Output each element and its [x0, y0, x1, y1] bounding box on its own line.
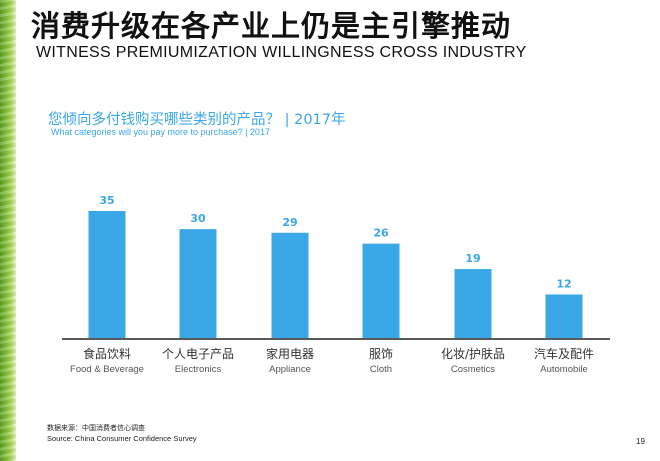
chart-subtitle-en: What categories will you pay more to pur… — [51, 127, 270, 137]
source-cn: 数据来源：中国消费者信心调查 — [47, 424, 145, 432]
category-label-cn-1: 食品饮料 — [83, 346, 131, 361]
bar-5 — [454, 269, 492, 338]
data-label-1: 35 — [99, 194, 114, 207]
category-label-cn-6: 汽车及配件 — [534, 346, 594, 361]
source-en: Source: China Consumer Confidence Survey — [47, 434, 197, 443]
category-label-en-3: Appliance — [269, 364, 311, 375]
category-label-en-1: Food & Beverage — [70, 364, 144, 375]
bar-2 — [179, 229, 217, 338]
category-label-cn-2: 个人电子产品 — [162, 347, 234, 361]
slide-title-en: WITNESS PREMIUMIZATION WILLINGNESS CROSS… — [36, 44, 527, 61]
category-label-cn-5: 化妆/护肤品 — [441, 346, 505, 361]
chart-subtitle-cn: 您倾向多付钱购买哪些类别的产品？ | 2017年 — [48, 112, 346, 128]
category-label-cn-4: 服饰 — [369, 347, 393, 361]
category-label-en-5: Cosmetics — [451, 364, 496, 375]
bar-4 — [362, 243, 400, 338]
category-label-en-2: Electronics — [175, 364, 222, 375]
category-label-en-4: Cloth — [370, 364, 392, 375]
bar-6 — [545, 294, 583, 338]
category-label-cn-3: 家用电器 — [266, 346, 314, 361]
data-label-5: 19 — [465, 252, 480, 265]
data-label-4: 26 — [373, 227, 389, 240]
bar-3 — [271, 232, 309, 338]
data-label-6: 12 — [556, 277, 571, 290]
category-label-en-6: Automobile — [540, 364, 588, 375]
data-label-3: 29 — [282, 216, 297, 229]
decorative-green-strip — [0, 0, 16, 461]
slide-title-cn: 消费升级在各产业上仍是主引擎推动 — [31, 9, 512, 43]
page-number: 19 — [636, 437, 645, 446]
data-label-2: 30 — [190, 212, 206, 225]
bar-1 — [88, 211, 126, 338]
